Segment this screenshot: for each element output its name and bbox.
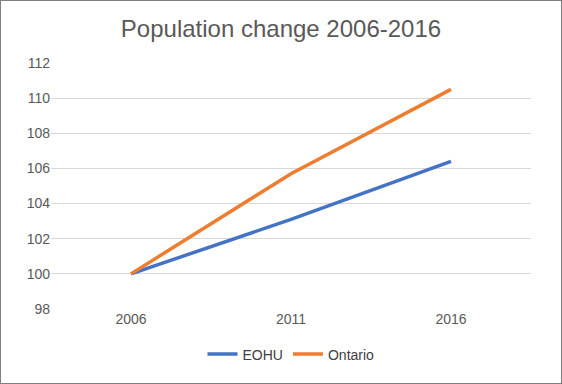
svg-text:108: 108: [27, 125, 51, 141]
svg-text:2011: 2011: [276, 311, 306, 327]
svg-text:Ontario: Ontario: [328, 347, 374, 363]
svg-text:102: 102: [27, 231, 51, 247]
svg-text:2016: 2016: [435, 311, 466, 327]
svg-text:112: 112: [28, 55, 51, 71]
svg-text:104: 104: [27, 195, 51, 211]
svg-text:EOHU: EOHU: [243, 347, 283, 363]
svg-text:98: 98: [34, 301, 50, 317]
svg-text:Population change 2006-2016: Population change 2006-2016: [121, 15, 441, 42]
svg-text:100: 100: [27, 266, 51, 282]
svg-text:106: 106: [27, 160, 51, 176]
svg-text:2006: 2006: [115, 311, 146, 327]
svg-text:110: 110: [28, 90, 51, 106]
